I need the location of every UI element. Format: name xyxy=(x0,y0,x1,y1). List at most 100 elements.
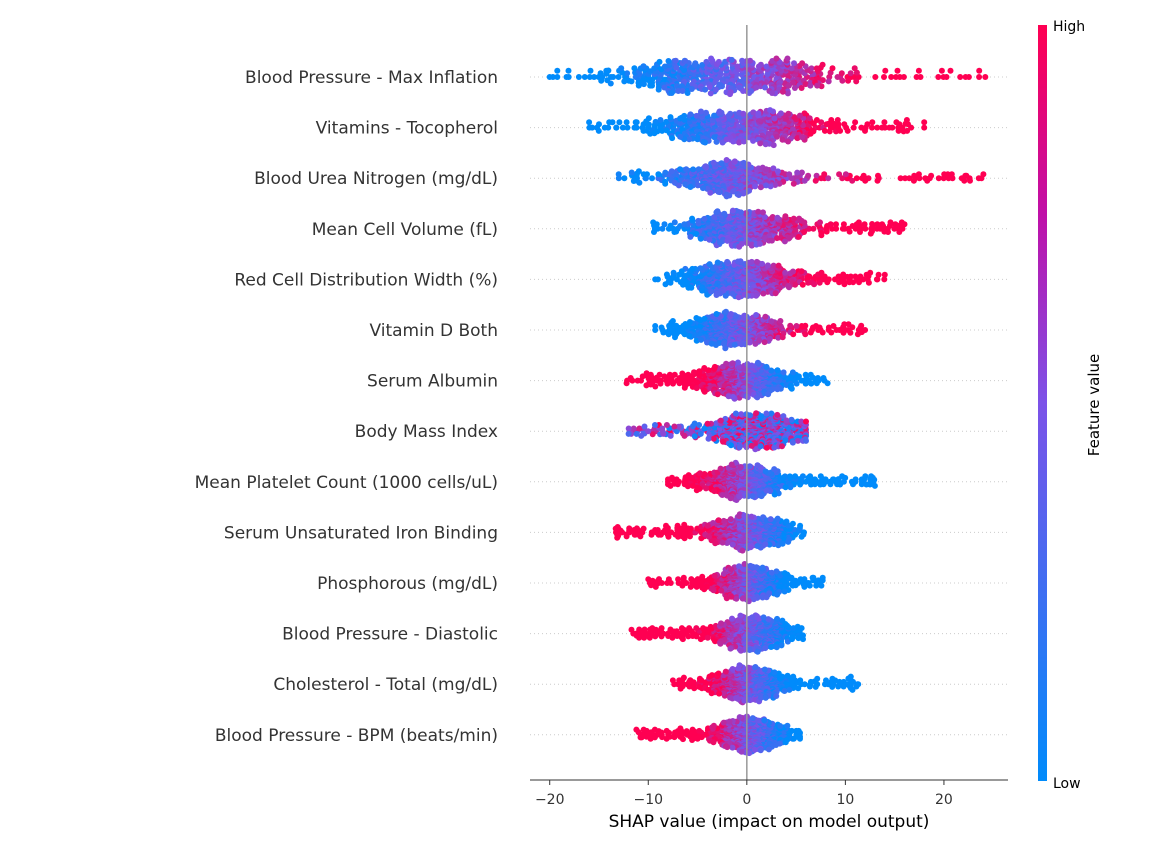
shap-point xyxy=(962,172,969,179)
shap-point xyxy=(750,137,757,144)
shap-point xyxy=(762,141,769,148)
shap-point xyxy=(852,119,859,126)
shap-point xyxy=(875,172,881,179)
shap-point xyxy=(841,121,848,128)
shap-point xyxy=(853,78,860,85)
shap-point xyxy=(554,74,561,80)
feature-row: Blood Pressure - Max Inflation xyxy=(245,55,1008,98)
shap-point xyxy=(681,432,688,439)
shap-point xyxy=(744,293,751,299)
shap-point xyxy=(647,371,654,378)
shap-point xyxy=(683,166,690,173)
shap-point xyxy=(696,368,703,375)
shap-point xyxy=(774,367,781,374)
shap-point xyxy=(817,219,823,226)
shap-point xyxy=(857,273,864,280)
shap-point xyxy=(721,340,727,347)
shap-point xyxy=(928,172,935,179)
shap-point xyxy=(784,90,791,97)
shap-point xyxy=(790,268,796,275)
shap-point xyxy=(903,117,910,123)
shap-point xyxy=(662,281,669,288)
shap-point xyxy=(900,74,907,80)
feature-label: Vitamins - Tocopherol xyxy=(316,119,498,139)
shap-point xyxy=(713,138,720,145)
shap-point xyxy=(819,61,826,68)
shap-point xyxy=(834,481,841,488)
shap-point xyxy=(693,487,700,494)
shap-point xyxy=(671,179,678,186)
shap-point xyxy=(777,318,784,324)
shap-point xyxy=(711,112,718,119)
shap-point xyxy=(779,136,786,143)
shap-point xyxy=(747,57,754,64)
shap-point xyxy=(735,294,742,301)
shap-point xyxy=(825,78,832,85)
shap-point xyxy=(807,82,814,89)
shap-point xyxy=(818,175,825,182)
shap-point xyxy=(691,433,698,440)
shap-point xyxy=(682,181,689,188)
shap-point xyxy=(821,127,828,134)
shap-point xyxy=(735,258,741,265)
shap-point xyxy=(616,119,623,126)
shap-point xyxy=(786,473,793,480)
shap-point xyxy=(694,136,701,143)
shap-point xyxy=(774,386,781,393)
shap-point xyxy=(875,271,882,278)
shap-point xyxy=(775,262,782,269)
shap-point xyxy=(679,88,686,94)
shap-point xyxy=(816,279,823,286)
shap-point xyxy=(736,243,743,250)
shap-point xyxy=(813,117,820,123)
feature-label: Red Cell Distribution Width (%) xyxy=(234,270,498,290)
shap-point xyxy=(688,284,695,291)
shap-point xyxy=(669,135,676,142)
shap-point xyxy=(613,124,620,131)
shap-point xyxy=(693,112,700,119)
shap-point xyxy=(697,430,704,437)
shap-point xyxy=(713,292,720,298)
shap-point xyxy=(813,65,820,72)
feature-row: Blood Urea Nitrogen (mg/dL) xyxy=(254,157,1008,200)
shap-point xyxy=(698,336,704,343)
shap-point xyxy=(786,171,793,178)
shap-point xyxy=(717,417,724,424)
feature-label: Vitamin D Both xyxy=(369,321,498,341)
shap-point xyxy=(702,163,709,170)
shap-point xyxy=(610,74,617,80)
shap-point xyxy=(651,229,657,235)
shap-point xyxy=(917,74,924,80)
shap-point xyxy=(591,74,598,80)
shap-point xyxy=(732,410,739,417)
shap-point xyxy=(819,329,826,336)
shap-point xyxy=(824,279,831,286)
shap-point xyxy=(839,473,846,480)
shap-point xyxy=(825,175,832,182)
shap-point xyxy=(657,380,664,387)
shap-point xyxy=(887,219,894,226)
shap-point xyxy=(720,438,727,445)
shap-point xyxy=(761,339,768,346)
shap-point xyxy=(783,417,790,424)
shap-point xyxy=(851,65,858,72)
shap-point xyxy=(750,109,757,116)
shap-point xyxy=(820,481,827,488)
feature-row: Body Mass Index xyxy=(355,410,1008,453)
shap-point xyxy=(705,435,712,442)
shap-point xyxy=(810,128,817,135)
shap-point xyxy=(799,134,806,141)
shap-point xyxy=(850,279,857,286)
shap-point xyxy=(607,80,614,87)
shap-point xyxy=(651,130,658,137)
shap-point xyxy=(681,481,688,488)
shap-point xyxy=(771,115,778,122)
shap-point xyxy=(688,474,695,481)
shap-point xyxy=(730,188,736,195)
shap-point xyxy=(838,70,845,77)
shap-point xyxy=(758,413,765,420)
shap-point xyxy=(660,329,667,336)
shap-point xyxy=(740,88,747,94)
shap-point xyxy=(975,175,982,182)
shap-point xyxy=(744,394,751,401)
